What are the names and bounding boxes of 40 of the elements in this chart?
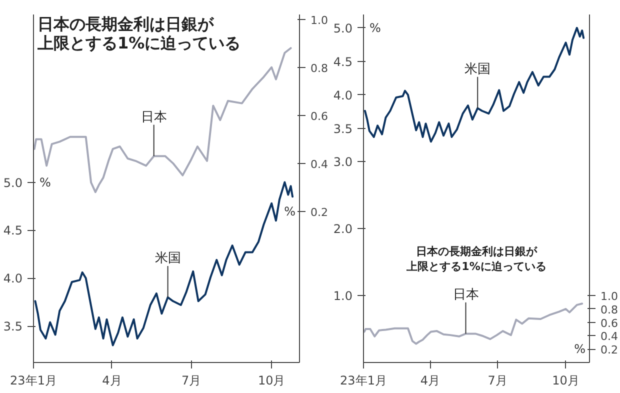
x-tick-label: 23年1月: [10, 374, 57, 388]
y-tick-label: 4.5: [333, 54, 353, 69]
y2-tick-label: 0.2: [310, 206, 328, 219]
y2-tick-label: 0.4: [600, 330, 618, 344]
y2-tick-label: 0.6: [310, 110, 328, 123]
y-tick-label: 3.0: [333, 155, 353, 170]
y2-tick-label: 0.6: [600, 316, 618, 330]
y2-axis-title: %: [574, 342, 586, 356]
annotation: 日本の長期金利は日銀が上限とする1%に迫っている: [406, 245, 546, 274]
x-tick-label: 7月: [488, 374, 508, 388]
y-tick-label: 3.5: [3, 320, 23, 334]
x-tick-label: 4月: [420, 374, 440, 388]
y2-tick-label: 0.8: [600, 303, 618, 316]
x-tick-label: 4月: [102, 374, 122, 388]
text: 日本: [140, 110, 167, 125]
series-label: 米国: [154, 250, 181, 266]
y2-axis-title: %: [284, 204, 296, 218]
x-tick-label: 7月: [182, 374, 202, 388]
x-tick-label: 23年1月: [340, 374, 387, 388]
text: 日本の長期金利は日銀が上限とする1%に迫っている: [36, 14, 241, 52]
text: 日本: [452, 287, 479, 302]
series-label: 米国: [464, 62, 491, 77]
y-tick-label: 3.5: [333, 122, 353, 136]
y-tick-label: 4.0: [333, 88, 353, 102]
y-axis-title: %: [370, 20, 381, 35]
y-tick-label: 1.0: [333, 289, 353, 304]
y-tick-label: 5.0: [3, 176, 23, 190]
y-tick-label: 4.5: [3, 224, 23, 238]
y2-tick-label: 0.4: [310, 158, 328, 171]
y2-tick-label: 0.8: [310, 62, 328, 75]
y-tick-label: 2.0: [333, 222, 353, 236]
y2-tick-label: 1.0: [310, 14, 328, 27]
y-tick-label: 4.0: [3, 272, 23, 286]
y-tick-label: 5.0: [333, 21, 353, 36]
x-tick-label: 10月: [552, 374, 580, 388]
y2-tick-label: 1.0: [600, 290, 618, 304]
y2-tick-label: 0.2: [600, 344, 618, 357]
line-series: [364, 302, 584, 345]
y-axis-title: %: [40, 175, 51, 190]
x-tick-label: 10月: [258, 374, 286, 388]
